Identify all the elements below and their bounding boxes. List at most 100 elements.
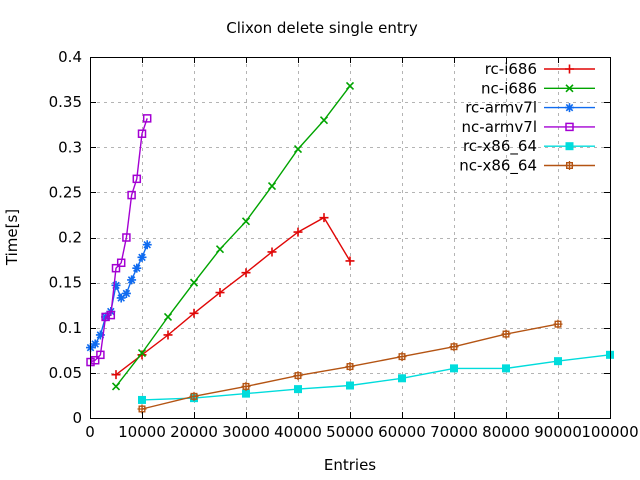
series-point-nc-x86_64-60000 <box>397 352 407 362</box>
series-point-nc-i686-40000 <box>293 144 303 154</box>
series-line-rc-x86_64 <box>141 354 611 401</box>
legend-entry-rc-i686: rc-i686 <box>485 60 595 78</box>
series-point-nc-armv7l-11000 <box>142 114 152 123</box>
series-point-nc-x86_64-40000 <box>293 371 303 381</box>
y-tick-label-0.2: 0.2 <box>58 229 82 247</box>
x-tick-label-20000: 20000 <box>170 423 218 441</box>
series-point-nc-armv7l-9000 <box>132 174 142 184</box>
legend-entry-rc-x86_64: rc-x86_64 <box>463 137 595 156</box>
series-point-rc-i686-5000 <box>111 370 121 380</box>
legend-label-nc-x86_64: nc-x86_64 <box>459 157 537 176</box>
legend-label-nc-armv7l: nc-armv7l <box>462 118 537 136</box>
y-tick-label-0.15: 0.15 <box>49 274 82 292</box>
legend-entry-nc-x86_64: nc-x86_64 <box>459 157 595 176</box>
series-point-rc-x86_64-30000 <box>242 389 250 398</box>
series-point-nc-i686-25000 <box>215 245 225 254</box>
legend-label-rc-armv7l: rc-armv7l <box>465 99 537 117</box>
x-tick-label-80000: 80000 <box>482 423 530 441</box>
series-point-rc-x86_64-90000 <box>554 357 562 366</box>
y-tick-label-0.25: 0.25 <box>49 183 82 201</box>
x-tick-label-30000: 30000 <box>222 423 270 441</box>
series-point-nc-i686-15000 <box>163 312 173 321</box>
y-tick-label-0: 0 <box>72 409 82 427</box>
y-tick-label-0.1: 0.1 <box>58 319 82 337</box>
series-nc-x86_64 <box>137 319 563 414</box>
series-point-rc-i686-20000 <box>189 308 199 318</box>
x-tick-label-90000: 90000 <box>534 423 582 441</box>
series-point-nc-armv7l-3000 <box>101 312 110 322</box>
series-point-nc-x86_64-30000 <box>241 381 251 391</box>
series-point-nc-x86_64-10000 <box>137 404 147 414</box>
series-line-rc-i686 <box>115 216 351 376</box>
series-point-rc-i686-40000 <box>293 227 303 237</box>
series-point-nc-armv7l-4000 <box>106 310 116 320</box>
series-point-rc-x86_64-70000 <box>450 364 458 373</box>
legend-entry-nc-armv7l: nc-armv7l <box>462 118 595 136</box>
x-tick-label-70000: 70000 <box>430 423 478 441</box>
chart-title: Clixon delete single entry <box>226 19 418 37</box>
legend-entry-nc-i686: nc-i686 <box>481 79 595 97</box>
x-tick-label-60000: 60000 <box>378 423 426 441</box>
x-tick-label-100000: 100000 <box>581 423 638 441</box>
series-point-nc-i686-20000 <box>189 278 199 287</box>
series-point-rc-x86_64-80000 <box>502 364 510 373</box>
series-point-rc-i686-30000 <box>241 268 251 278</box>
series-point-nc-armv7l-8000 <box>127 190 136 200</box>
legend-marker-rc-x86_64 <box>565 142 574 151</box>
series-point-nc-i686-35000 <box>267 181 277 191</box>
series-point-rc-armv7l-10000 <box>137 252 147 262</box>
series-nc-i686 <box>111 81 355 391</box>
series-point-rc-x86_64-50000 <box>346 381 354 390</box>
y-tick-label-0.4: 0.4 <box>58 48 82 66</box>
series-point-rc-armv7l-11000 <box>142 240 152 250</box>
x-tick-label-50000: 50000 <box>326 423 374 441</box>
series-point-rc-armv7l-1000 <box>90 339 100 349</box>
x-axis-label: Entries <box>324 456 376 474</box>
series-point-nc-i686-50000 <box>345 81 355 90</box>
series-rc-i686 <box>111 213 355 380</box>
series-point-rc-armv7l-5000 <box>111 280 121 290</box>
series-point-rc-i686-50000 <box>345 256 355 266</box>
x-tick-label-10000: 10000 <box>118 423 166 441</box>
legend-entry-rc-armv7l: rc-armv7l <box>465 99 595 117</box>
series-rc-x86_64 <box>138 350 614 404</box>
y-tick-label-0.05: 0.05 <box>49 364 82 382</box>
series-point-nc-x86_64-70000 <box>449 342 459 352</box>
legend-label-rc-x86_64: rc-x86_64 <box>463 137 537 156</box>
legend-marker-rc-i686 <box>565 64 574 74</box>
legend-marker-nc-armv7l <box>565 122 574 132</box>
series-point-nc-armv7l-5000 <box>111 263 121 273</box>
series-point-nc-i686-5000 <box>111 382 121 391</box>
legend-marker-rc-armv7l <box>565 103 574 113</box>
series-point-nc-i686-10000 <box>137 348 147 358</box>
series-point-rc-x86_64-40000 <box>294 385 302 394</box>
legend-label-nc-i686: nc-i686 <box>481 79 537 97</box>
series-rc-armv7l <box>86 240 152 353</box>
axes <box>90 57 611 419</box>
series-point-nc-x86_64-50000 <box>345 362 355 372</box>
series-point-rc-i686-45000 <box>319 213 329 223</box>
series-point-rc-armv7l-6000 <box>116 293 126 303</box>
tick-labels: 0 10000 20000 30000 40000 50000 60000 70000 8000… <box>49 48 639 441</box>
series-point-nc-armv7l-6000 <box>116 258 126 268</box>
series-point-nc-armv7l-2000 <box>96 350 105 360</box>
series-point-rc-armv7l-2000 <box>95 330 105 340</box>
legend-marker-nc-i686 <box>565 84 574 93</box>
series-point-nc-armv7l-1000 <box>90 355 100 365</box>
series-point-rc-armv7l-7000 <box>121 288 131 298</box>
series-point-nc-armv7l-7000 <box>122 233 131 242</box>
legend-marker-nc-x86_64 <box>565 161 574 170</box>
series-point-nc-i686-45000 <box>319 116 329 125</box>
series-point-nc-x86_64-90000 <box>553 319 563 329</box>
series-point-rc-x86_64-60000 <box>398 374 406 383</box>
y-tick-label-0.3: 0.3 <box>58 138 82 156</box>
y-tick-label-0.35: 0.35 <box>49 93 82 111</box>
series-point-rc-x86_64-10000 <box>138 395 146 404</box>
series-point-rc-armv7l-9000 <box>132 263 142 273</box>
x-tick-label-40000: 40000 <box>274 423 322 441</box>
series-line-nc-i686 <box>115 85 351 387</box>
